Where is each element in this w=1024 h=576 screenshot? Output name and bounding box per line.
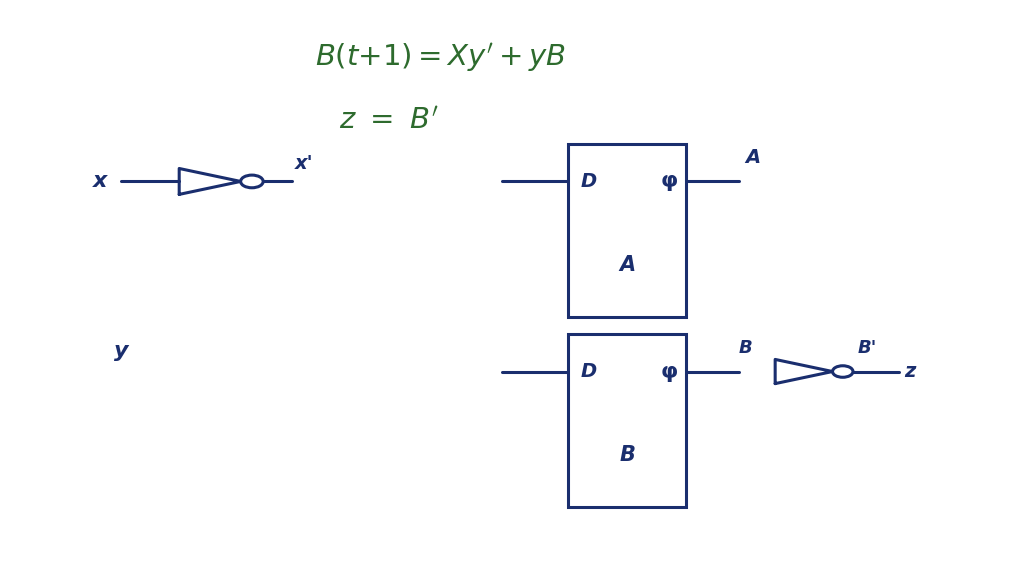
Bar bbox=[568, 334, 686, 507]
Text: B: B bbox=[620, 445, 635, 465]
Text: D: D bbox=[581, 172, 597, 191]
Text: φ: φ bbox=[660, 172, 678, 191]
Text: B': B' bbox=[858, 339, 878, 357]
Text: $B(t{+}1) = Xy' +yB$: $B(t{+}1) = Xy' +yB$ bbox=[314, 41, 566, 74]
Text: x': x' bbox=[295, 154, 313, 173]
Text: D: D bbox=[581, 362, 597, 381]
Bar bbox=[568, 144, 686, 317]
Text: x: x bbox=[93, 172, 108, 191]
Circle shape bbox=[241, 175, 263, 188]
Text: y: y bbox=[114, 342, 128, 361]
Text: $z\ =\ B'$: $z\ =\ B'$ bbox=[339, 107, 439, 135]
Text: A: A bbox=[745, 148, 761, 167]
Text: A: A bbox=[620, 255, 635, 275]
Text: B: B bbox=[738, 339, 753, 357]
Text: z: z bbox=[904, 362, 915, 381]
Text: φ: φ bbox=[660, 362, 678, 381]
Circle shape bbox=[833, 366, 853, 377]
